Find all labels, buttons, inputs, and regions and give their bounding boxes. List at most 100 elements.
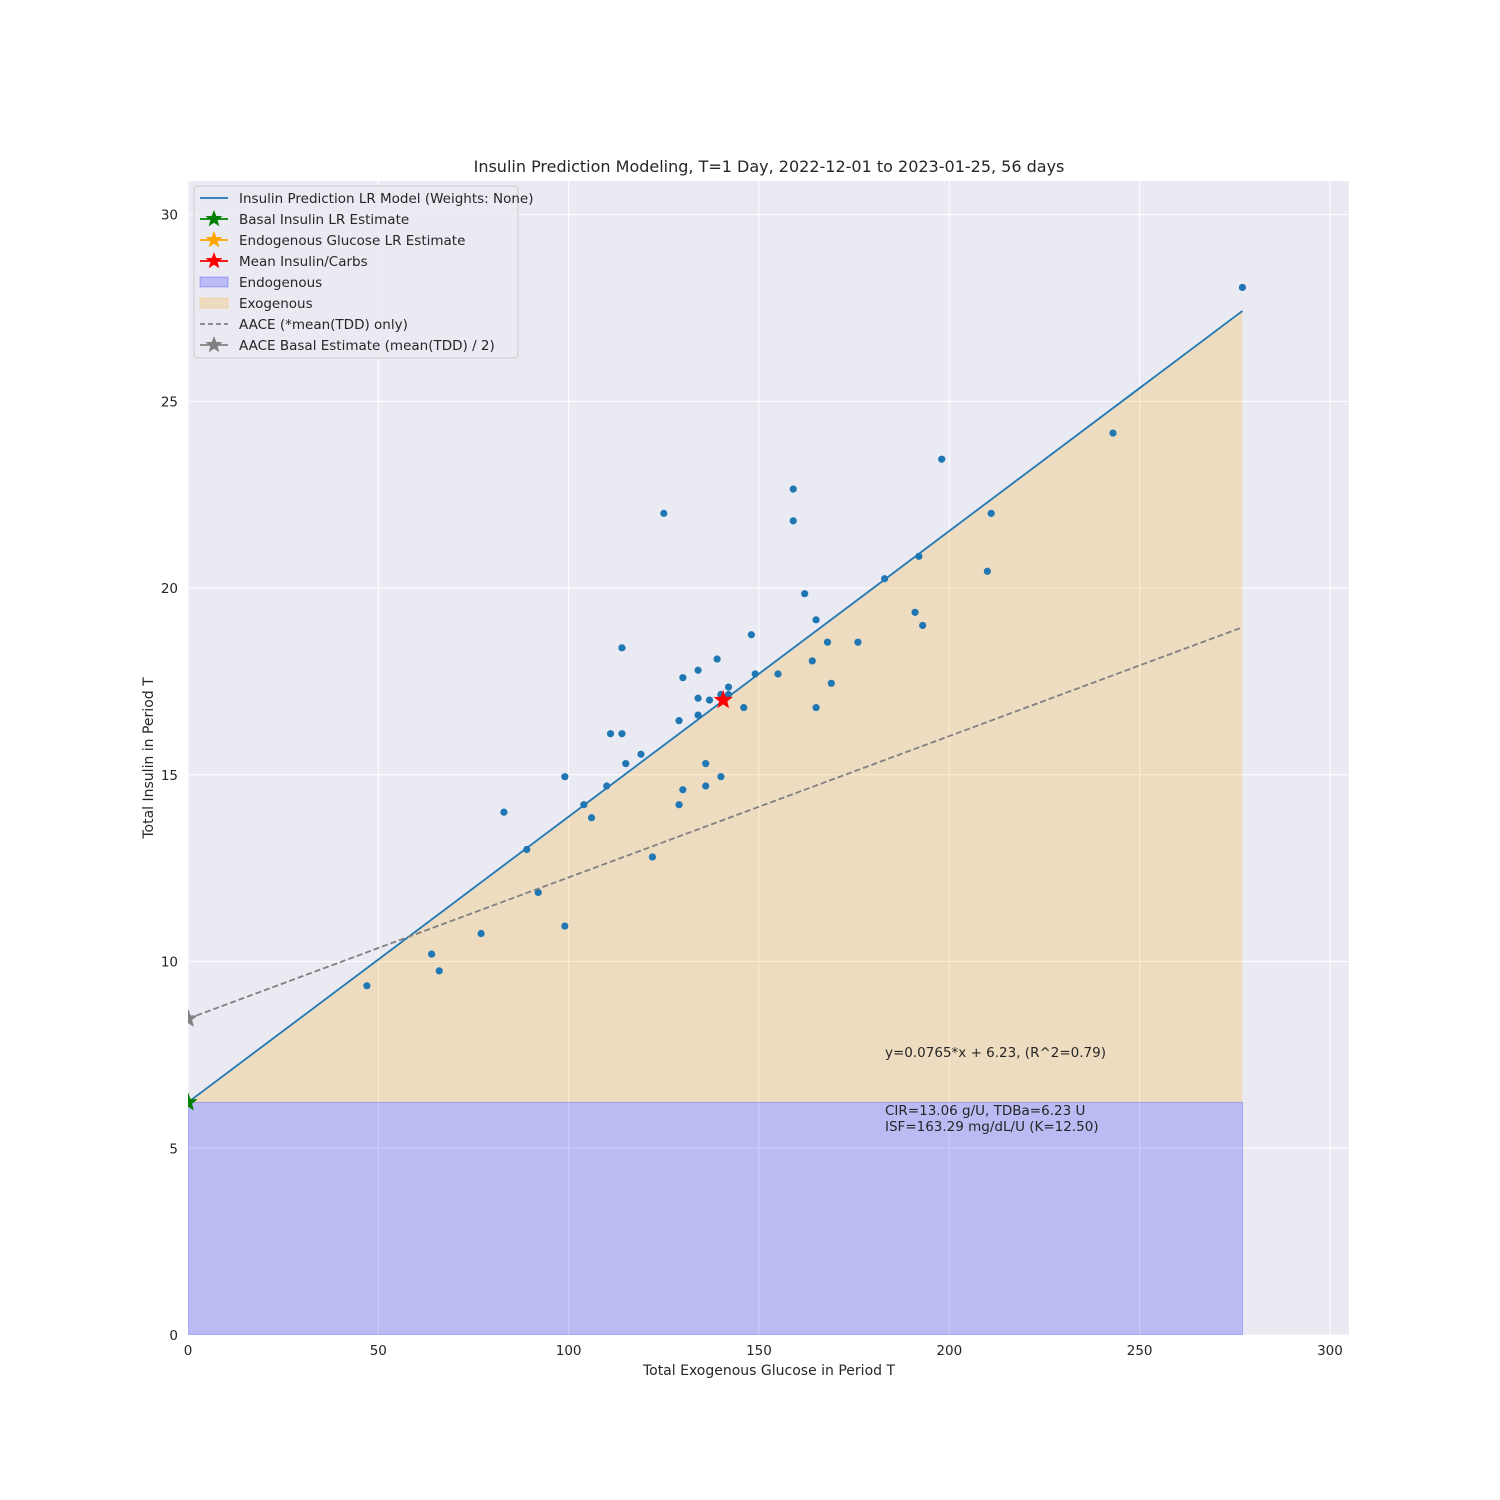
x-tick-label: 150 [746,1343,772,1359]
legend-handle-star [205,210,223,227]
data-point [694,694,702,702]
data-point [702,760,710,768]
x-tick-label: 100 [556,1343,582,1359]
data-point [618,730,626,738]
lr-model-line [188,310,1243,1104]
plot-background [188,181,1349,1335]
chart-title: Insulin Prediction Modeling, T=1 Day, 20… [474,157,1065,176]
data-point [587,814,596,822]
legend-box [193,185,519,359]
data-point [561,922,569,930]
mean-insulin-carbs-star [713,689,733,709]
x-tick-label: 200 [936,1343,962,1359]
legend-handle-star [205,252,223,269]
y-tick-label: 25 [161,394,178,410]
data-point [983,567,991,575]
legend-item: Endogenous Glucose LR Estimate [200,231,465,249]
data-point [622,760,630,768]
data-point [637,750,645,758]
data-point [606,730,615,738]
data-point [823,638,832,646]
data-point [705,696,714,704]
y-tick-label: 15 [161,768,178,784]
legend-item: Endogenous [199,275,322,291]
data-point [694,666,702,674]
isf-annotation: ISF=163.29 mg/dL/U (K=12.50) [885,1119,1099,1135]
legend-item: Exogenous [199,296,313,312]
data-point [694,711,702,719]
data-point [1238,283,1247,292]
data-point [717,773,725,781]
legend-handle-patch [199,297,229,309]
legend-label: AACE (*mean(TDD) only) [239,317,408,333]
data-point [435,967,443,975]
x-tick-label: 250 [1127,1343,1153,1359]
data-point [789,485,797,493]
x-axis-label: Total Exogenous Glucose in Period T [642,1363,896,1379]
y-tick-label: 5 [169,1141,178,1157]
endogenous-area [188,1101,1243,1335]
y-tick-label: 0 [169,1328,178,1344]
data-point [500,808,508,816]
data-point [534,888,542,897]
y-tick-label: 30 [161,208,178,224]
data-point [618,644,626,652]
x-tick-label: 0 [184,1343,193,1359]
legend-label: Endogenous Glucose LR Estimate [239,233,465,249]
data-point [702,782,710,790]
cir-annotation: CIR=13.06 g/U, TDBa=6.23 U [885,1103,1085,1119]
legend-label: Insulin Prediction LR Model (Weights: No… [239,191,534,207]
data-point [561,773,569,781]
data-point [919,621,927,630]
data-point [648,853,657,861]
tick-labels: 0 50 100 150 200 250 300 0 5 10 15 20 25 30 [161,208,1343,1359]
legend-item: Basal Insulin LR Estimate [200,210,409,228]
legend-handle-star [205,231,223,248]
plot-area [187,181,1349,1336]
data-point [812,703,820,712]
legend-label: Mean Insulin/Carbs [239,254,368,270]
legend-item: Insulin Prediction LR Model (Weights: No… [200,191,534,207]
legend-label: Endogenous [239,275,322,291]
data-point [1109,429,1117,437]
legend-handle-star [205,336,223,353]
legend-label: AACE Basal Estimate (mean(TDD) / 2) [239,338,495,354]
y-axis-label: Total Insulin in Period T [141,677,157,840]
data-point [679,674,687,682]
y-tick-label: 20 [161,581,178,597]
data-point [363,982,371,990]
legend-label: Basal Insulin LR Estimate [239,212,409,228]
basal-insulin-star [188,1092,198,1111]
data-point [477,929,485,938]
data-point [808,657,816,665]
legend-item: Mean Insulin/Carbs [200,252,368,270]
data-point [740,703,748,712]
data-point [713,655,721,663]
data-point [987,509,995,517]
data-point [428,950,436,958]
data-point [679,786,687,794]
data-point [938,455,946,463]
aace-basal-star [188,1008,198,1027]
data-point [660,509,668,517]
regression-equation-annotation: y=0.0765*x + 6.23, (R^2=0.79) [885,1045,1106,1061]
data-point [747,631,755,639]
data-point [801,590,809,598]
legend-item: AACE Basal Estimate (mean(TDD) / 2) [200,336,495,354]
aace-line [188,626,1243,1020]
x-tick-label: 300 [1317,1343,1343,1359]
legend-label: Exogenous [239,296,313,312]
data-point [675,801,683,809]
data-point [854,638,862,646]
y-tick-label: 10 [161,955,178,971]
plot-content [188,283,1247,1335]
data-point [812,616,820,624]
data-point [789,517,797,525]
data-point [724,683,733,691]
data-point [827,679,835,687]
data-point [774,670,782,678]
legend: Insulin Prediction LR Model (Weights: No… [193,185,534,359]
data-point [675,717,683,725]
x-tick-label: 50 [370,1343,387,1359]
